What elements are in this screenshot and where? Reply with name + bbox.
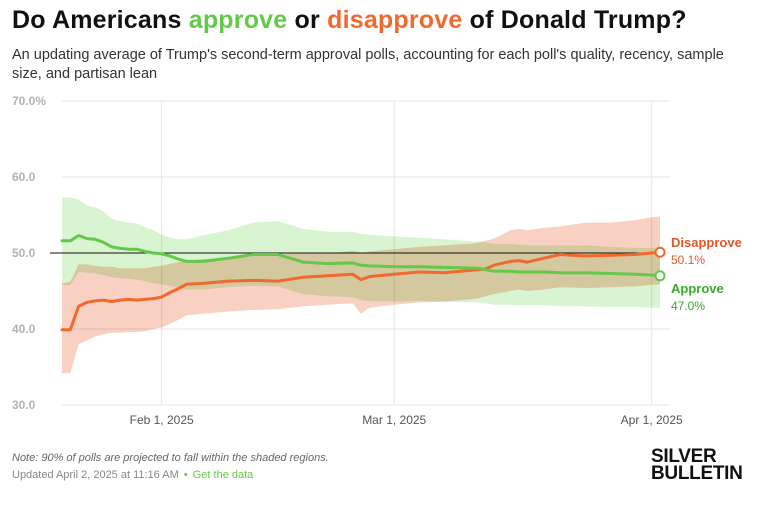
approve-end-marker [654,270,666,282]
x-tick-label: Mar 1, 2025 [362,413,426,427]
disapprove-line [60,250,662,332]
separator-dot: • [183,469,188,481]
updated-timestamp: Updated April 2, 2025 at 11:16 AM [12,469,179,481]
y-tick-label: 70.0% [12,94,46,108]
logo-line-1: SILVER [651,446,717,467]
title-approve-word: approve [188,6,288,34]
title-part-3: of Donald Trump? [462,6,687,34]
approve-line [60,234,662,278]
title-disapprove-word: disapprove [327,6,463,34]
disapprove-end-label: Disapprove [671,235,742,250]
silver-bulletin-logo: SILVER BULLETIN [651,446,743,484]
y-tick-label: 60.0 [12,170,36,184]
get-data-link[interactable]: Get the data [192,469,254,481]
y-tick-label: 40.0 [12,322,36,336]
title-part-1: Do Americans [12,6,189,34]
chart-title: Do Americans approve or disapprove of Do… [12,6,687,35]
approve-end-value: 47.0% [671,299,705,313]
x-tick-label: Feb 1, 2025 [130,413,194,427]
y-tick-label: 50.0 [12,246,36,260]
chart-note: Note: 90% of polls are projected to fall… [12,452,329,464]
disapprove-end-marker [654,246,666,258]
title-part-2: or [287,6,328,34]
approve-end-label: Approve [671,281,724,296]
y-tick-label: 30.0 [12,398,36,412]
x-tick-label: Apr 1, 2025 [621,413,683,427]
disapprove-end-value: 50.1% [671,253,705,267]
logo-line-2: BULLETIN [651,463,743,484]
chart-subtitle: An updating average of Trump's second-te… [12,47,724,82]
updated-line: Updated April 2, 2025 at 11:16 AM • Get … [12,469,253,481]
